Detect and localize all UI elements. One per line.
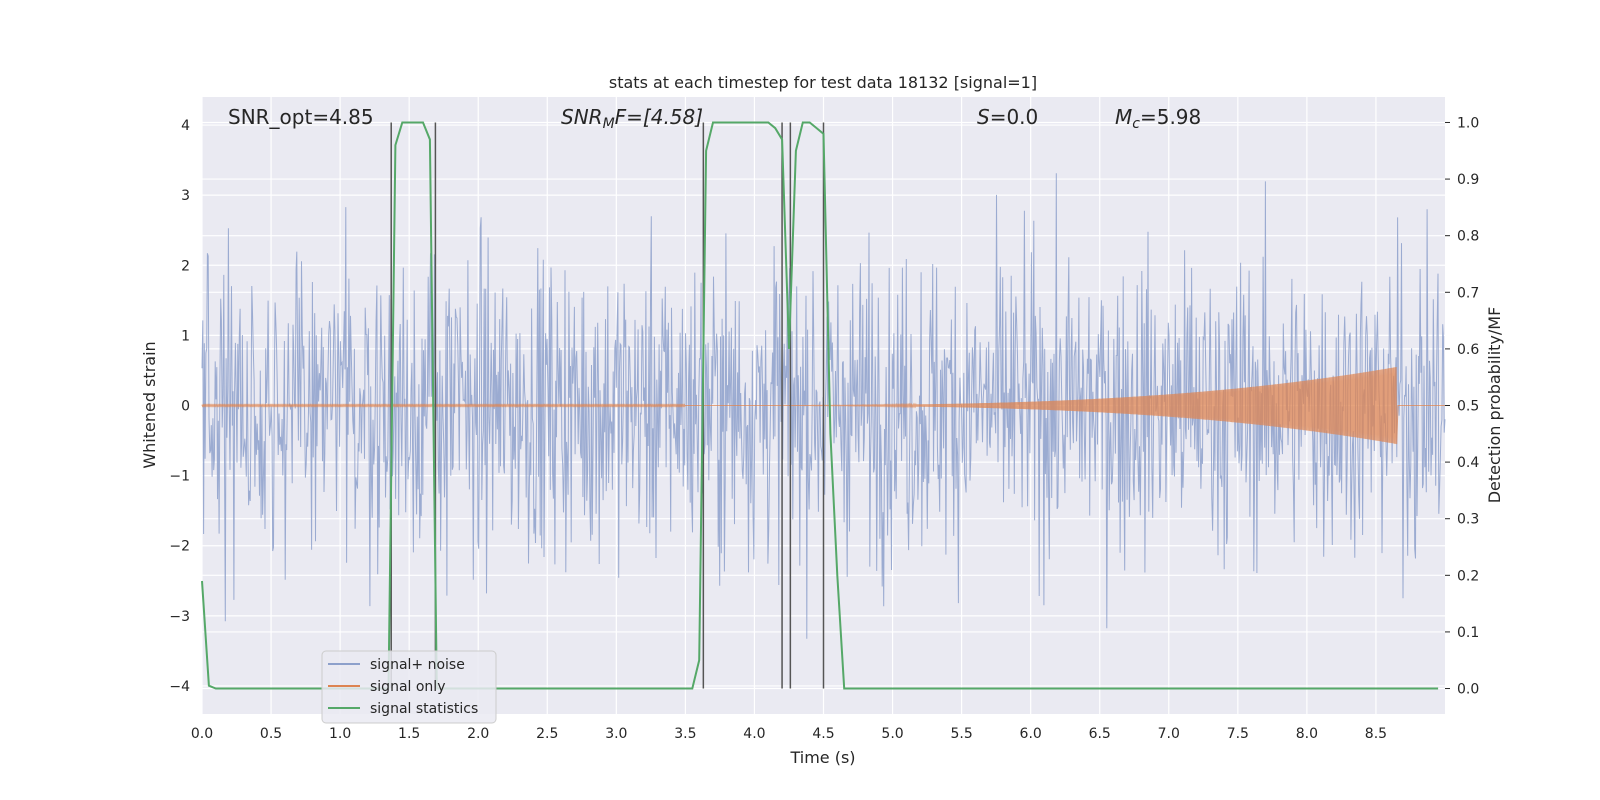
y-tick-label-right: 0.6 (1457, 342, 1479, 358)
x-tick-label: 5.5 (950, 726, 972, 742)
y-tick-label-right: 0.3 (1457, 512, 1479, 528)
y-tick-label-left: 3 (181, 188, 190, 204)
x-tick-label: 4.5 (812, 726, 834, 742)
legend-label-signal-statistics: signal statistics (370, 701, 478, 717)
x-tick-label: 8.0 (1296, 726, 1318, 742)
legend-box (321, 650, 497, 724)
y-tick-label-right: 0.1 (1457, 625, 1479, 641)
x-tick-label: 3.0 (605, 726, 627, 742)
annotation-s-rest: =0.0 (990, 105, 1039, 129)
annotation-s: S=0.0 (977, 105, 1038, 129)
x-tick-label: 2.5 (536, 726, 558, 742)
y-tick-label-left: 2 (181, 258, 190, 274)
legend: signal+ noise signal only signal statist… (321, 650, 497, 724)
legend-label-signal-only: signal only (370, 679, 445, 695)
y-tick-label-right: 0.2 (1457, 568, 1479, 584)
annotation-mc-symbol: M (1115, 105, 1132, 129)
y-tick-label-right: 0.7 (1457, 285, 1479, 301)
annotation-snr-mf: SNRMF=[4.58] (561, 105, 703, 132)
annotation-snr-mf-rest: F=[4.58] (615, 105, 703, 129)
y-tick-label-left: −2 (169, 539, 190, 555)
x-tick-label: 6.5 (1089, 726, 1111, 742)
x-tick-label: 7.5 (1227, 726, 1249, 742)
chart-title: stats at each timestep for test data 181… (609, 73, 1037, 92)
y-axis-label-left: Whitened strain (140, 341, 159, 468)
y-axis-label-right: Detection probability/MF (1485, 307, 1504, 504)
legend-label-signal-noise: signal+ noise (370, 657, 465, 673)
annotation-mc-subscript: c (1132, 116, 1140, 132)
y-tick-label-left: −3 (169, 609, 190, 625)
signal-only-series (201, 366, 1445, 445)
x-tick-label: 0.5 (260, 726, 282, 742)
y-tick-label-left: 0 (181, 399, 190, 415)
y-tick-label-right: 0.9 (1457, 172, 1479, 188)
x-ticks: 0.0 0.5 1.0 1.5 2.0 2.5 3.0 3.5 4.0 4.5 5.0 5.5 6.0 6… (191, 726, 1387, 742)
x-axis-label: Time (s) (789, 748, 855, 767)
x-tick-label: 2.0 (467, 726, 489, 742)
y-tick-label-right: 0.4 (1457, 455, 1479, 471)
y-tick-label-left: −1 (169, 469, 190, 485)
x-tick-label: 3.5 (674, 726, 696, 742)
x-tick-label: 6.0 (1020, 726, 1042, 742)
y-tick-label-left: 1 (181, 328, 190, 344)
x-tick-label: 0.0 (191, 726, 213, 742)
y-ticks-right: 1.0 0.9 0.8 0.7 0.6 0.5 0.4 0.3 0.2 0.1 0.0 (1445, 115, 1479, 698)
y-tick-label-right: 0.0 (1457, 682, 1479, 698)
annotation-s-symbol: S (977, 105, 990, 129)
annotation-snr-mf-symbol: SNR (561, 105, 603, 129)
x-tick-label: 1.0 (329, 726, 351, 742)
x-tick-label: 8.5 (1365, 726, 1387, 742)
annotation-mc-rest: =5.98 (1140, 105, 1201, 129)
annotation-mc: Mc=5.98 (1115, 105, 1201, 132)
x-tick-label: 5.0 (881, 726, 903, 742)
x-tick-label: 7.0 (1158, 726, 1180, 742)
y-tick-label-left: 4 (181, 118, 190, 134)
x-tick-label: 4.0 (743, 726, 765, 742)
y-tick-label-right: 1.0 (1457, 115, 1479, 131)
y-tick-label-left: −4 (169, 679, 190, 695)
annotation-snr-opt: SNR_opt=4.85 (228, 105, 374, 129)
series-line-signal-only (201, 366, 1445, 445)
y-tick-label-right: 0.8 (1457, 229, 1479, 245)
annotation-snr-mf-subscript: M (603, 116, 615, 132)
y-ticks-left: 4 3 2 1 0 −1 −2 −3 −4 (169, 118, 190, 695)
y-tick-label-right: 0.5 (1457, 399, 1479, 415)
x-tick-label: 1.5 (398, 726, 420, 742)
